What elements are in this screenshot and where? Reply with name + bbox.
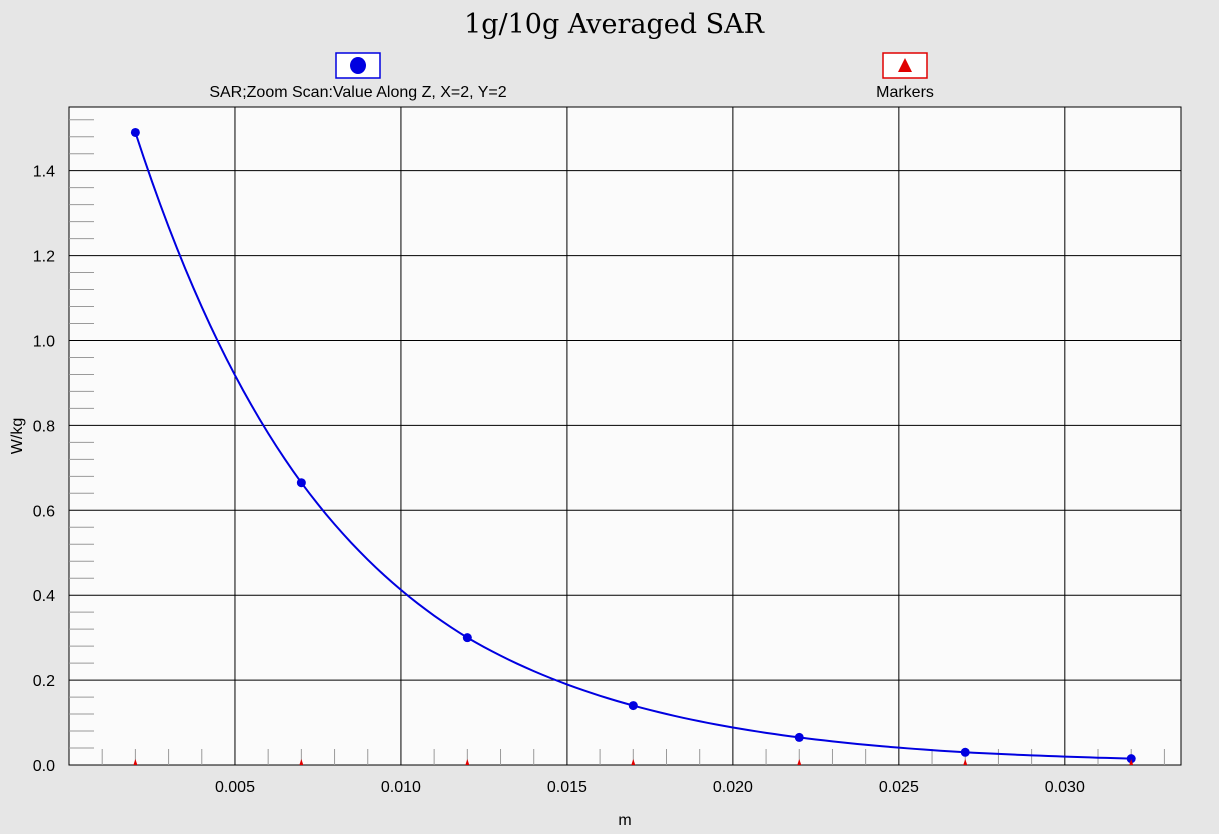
y-tick-label: 0.4 bbox=[33, 588, 55, 605]
y-tick-label: 0.2 bbox=[33, 673, 55, 690]
y-tick-label: 0.6 bbox=[33, 503, 55, 520]
marker-point[interactable] bbox=[1129, 759, 1134, 765]
grid-lines bbox=[69, 107, 1181, 765]
legend-label-markers: Markers bbox=[876, 84, 934, 101]
marker-point[interactable] bbox=[465, 759, 470, 765]
x-tick-label: 0.020 bbox=[713, 779, 753, 796]
marker-point[interactable] bbox=[963, 759, 968, 765]
data-point-sar[interactable] bbox=[462, 633, 472, 643]
x-tick-label: 0.010 bbox=[381, 779, 421, 796]
y-axis-label: W/kg bbox=[9, 418, 26, 454]
data-point-sar[interactable] bbox=[628, 701, 638, 711]
x-axis-label: m bbox=[618, 812, 631, 829]
x-axis-tick-labels: 0.005 0.010 0.015 0.020 0.025 0.030 bbox=[215, 779, 1085, 796]
data-point-sar[interactable] bbox=[794, 732, 804, 742]
data-point-sar[interactable] bbox=[296, 478, 306, 488]
x-tick-label: 0.015 bbox=[547, 779, 587, 796]
chart-title: 1g/10g Averaged SAR bbox=[464, 9, 765, 40]
marker-point[interactable] bbox=[797, 759, 802, 765]
data-point-sar[interactable] bbox=[130, 127, 140, 137]
y-tick-label: 1.0 bbox=[33, 333, 55, 350]
series-layer bbox=[130, 127, 1136, 765]
marker-point[interactable] bbox=[133, 759, 138, 765]
legend-marker-circle-icon bbox=[350, 57, 366, 74]
y-tick-label: 1.4 bbox=[33, 164, 55, 181]
x-tick-label: 0.025 bbox=[879, 779, 919, 796]
y-tick-label: 1.2 bbox=[33, 249, 55, 266]
y-tick-label: 0.8 bbox=[33, 418, 55, 435]
legend-item-markers[interactable]: Markers bbox=[876, 52, 934, 101]
marker-point[interactable] bbox=[631, 759, 636, 765]
data-point-sar[interactable] bbox=[1126, 754, 1136, 764]
x-tick-label: 0.005 bbox=[215, 779, 255, 796]
legend-marker-triangle-icon bbox=[898, 58, 912, 72]
legend-item-sar[interactable]: SAR;Zoom Scan:Value Along Z, X=2, Y=2 bbox=[209, 52, 507, 101]
y-axis-tick-labels: 0.0 0.2 0.4 0.6 0.8 1.0 1.2 1.4 bbox=[33, 164, 55, 775]
legend-label-sar: SAR;Zoom Scan:Value Along Z, X=2, Y=2 bbox=[209, 84, 506, 101]
y-tick-label: 0.0 bbox=[33, 758, 55, 775]
marker-point[interactable] bbox=[299, 759, 304, 765]
x-tick-label: 0.030 bbox=[1045, 779, 1085, 796]
minor-ticks bbox=[69, 119, 1165, 765]
plot-area bbox=[68, 106, 1182, 766]
data-point-sar[interactable] bbox=[960, 747, 970, 757]
